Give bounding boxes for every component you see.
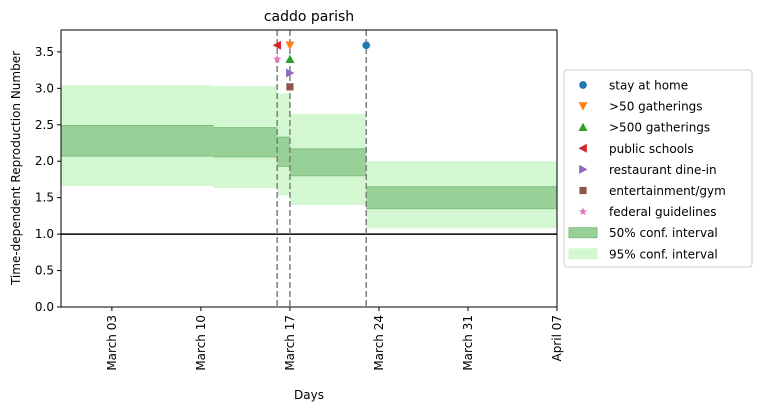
- legend-label-8: 95% conf. interval: [609, 247, 718, 261]
- legend-swatch-7: [568, 227, 598, 239]
- legend-label-1: >50 gatherings: [609, 100, 703, 114]
- legend-swatch-3: [578, 143, 587, 153]
- y-tick-label-1: 0.5: [35, 264, 54, 278]
- x-tick-label-0: March 03: [105, 315, 119, 371]
- x-tick-label-5: April 07: [550, 315, 564, 362]
- legend-swatch-1: [578, 102, 588, 111]
- event-marker-5: [286, 83, 294, 91]
- event-marker-2: [285, 54, 295, 63]
- event-marker-6: [272, 54, 282, 63]
- plot-frame: [60, 29, 558, 308]
- x-tick-label-1: March 10: [194, 315, 208, 371]
- ci50-band-3: [289, 148, 367, 176]
- x-tick-label-4: March 31: [461, 315, 475, 371]
- legend-label-3: public schools: [609, 142, 694, 156]
- event-markers: [272, 40, 371, 91]
- event-marker-4: [286, 68, 295, 78]
- ci50-band-2: [277, 137, 290, 167]
- y-tick-label-7: 3.5: [35, 45, 54, 59]
- event-marker-3: [272, 40, 282, 50]
- legend-label-7: 50% conf. interval: [609, 226, 718, 240]
- legend-label-0: stay at home: [609, 79, 688, 93]
- legend-swatch-8: [568, 248, 598, 260]
- reference-lines: [61, 30, 557, 307]
- y-axis-title: Time-dependent Reproduction Number: [9, 51, 23, 286]
- legend-swatch-2: [578, 122, 588, 132]
- ci50-band-1: [213, 127, 278, 157]
- legend: stay at home >50 gatherings >500 gathering…: [563, 69, 753, 268]
- legend-swatch-4: [579, 164, 588, 174]
- legend-swatch-0: [579, 81, 587, 89]
- legend-label-5: entertainment/gym: [609, 184, 726, 198]
- x-axis-title: Days: [294, 388, 324, 402]
- legend-label-4: restaurant dine-in: [609, 163, 717, 177]
- x-axis: March 03 March 10 March 17 March 24 March 31…: [105, 307, 564, 371]
- legend-label-6: federal guidelines: [609, 205, 717, 219]
- ci50-band-0: [61, 125, 214, 157]
- ci50-band-4: [366, 186, 557, 209]
- y-tick-label-4: 2.0: [35, 154, 54, 168]
- legend-swatch-6: [578, 207, 588, 216]
- y-tick-label-3: 1.5: [35, 191, 54, 205]
- legend-box: [563, 69, 753, 268]
- legend-swatch-5: [579, 186, 587, 195]
- chart-title: caddo parish: [264, 9, 354, 25]
- y-tick-label-5: 2.5: [35, 118, 54, 132]
- confidence-bands: [61, 85, 557, 229]
- legend-label-2: >500 gatherings: [609, 121, 710, 135]
- y-axis: 0.0 0.5 1.0 1.5 2.0 2.5 3.0 3.5: [35, 45, 61, 314]
- y-tick-label-0: 0.0: [35, 300, 54, 314]
- event-marker-0: [362, 41, 371, 50]
- event-marker-1: [285, 41, 295, 50]
- y-tick-label-2: 1.0: [35, 227, 54, 241]
- y-tick-label-6: 3.0: [35, 81, 54, 95]
- x-tick-label-2: March 17: [283, 315, 297, 371]
- x-tick-label-3: March 24: [372, 315, 386, 371]
